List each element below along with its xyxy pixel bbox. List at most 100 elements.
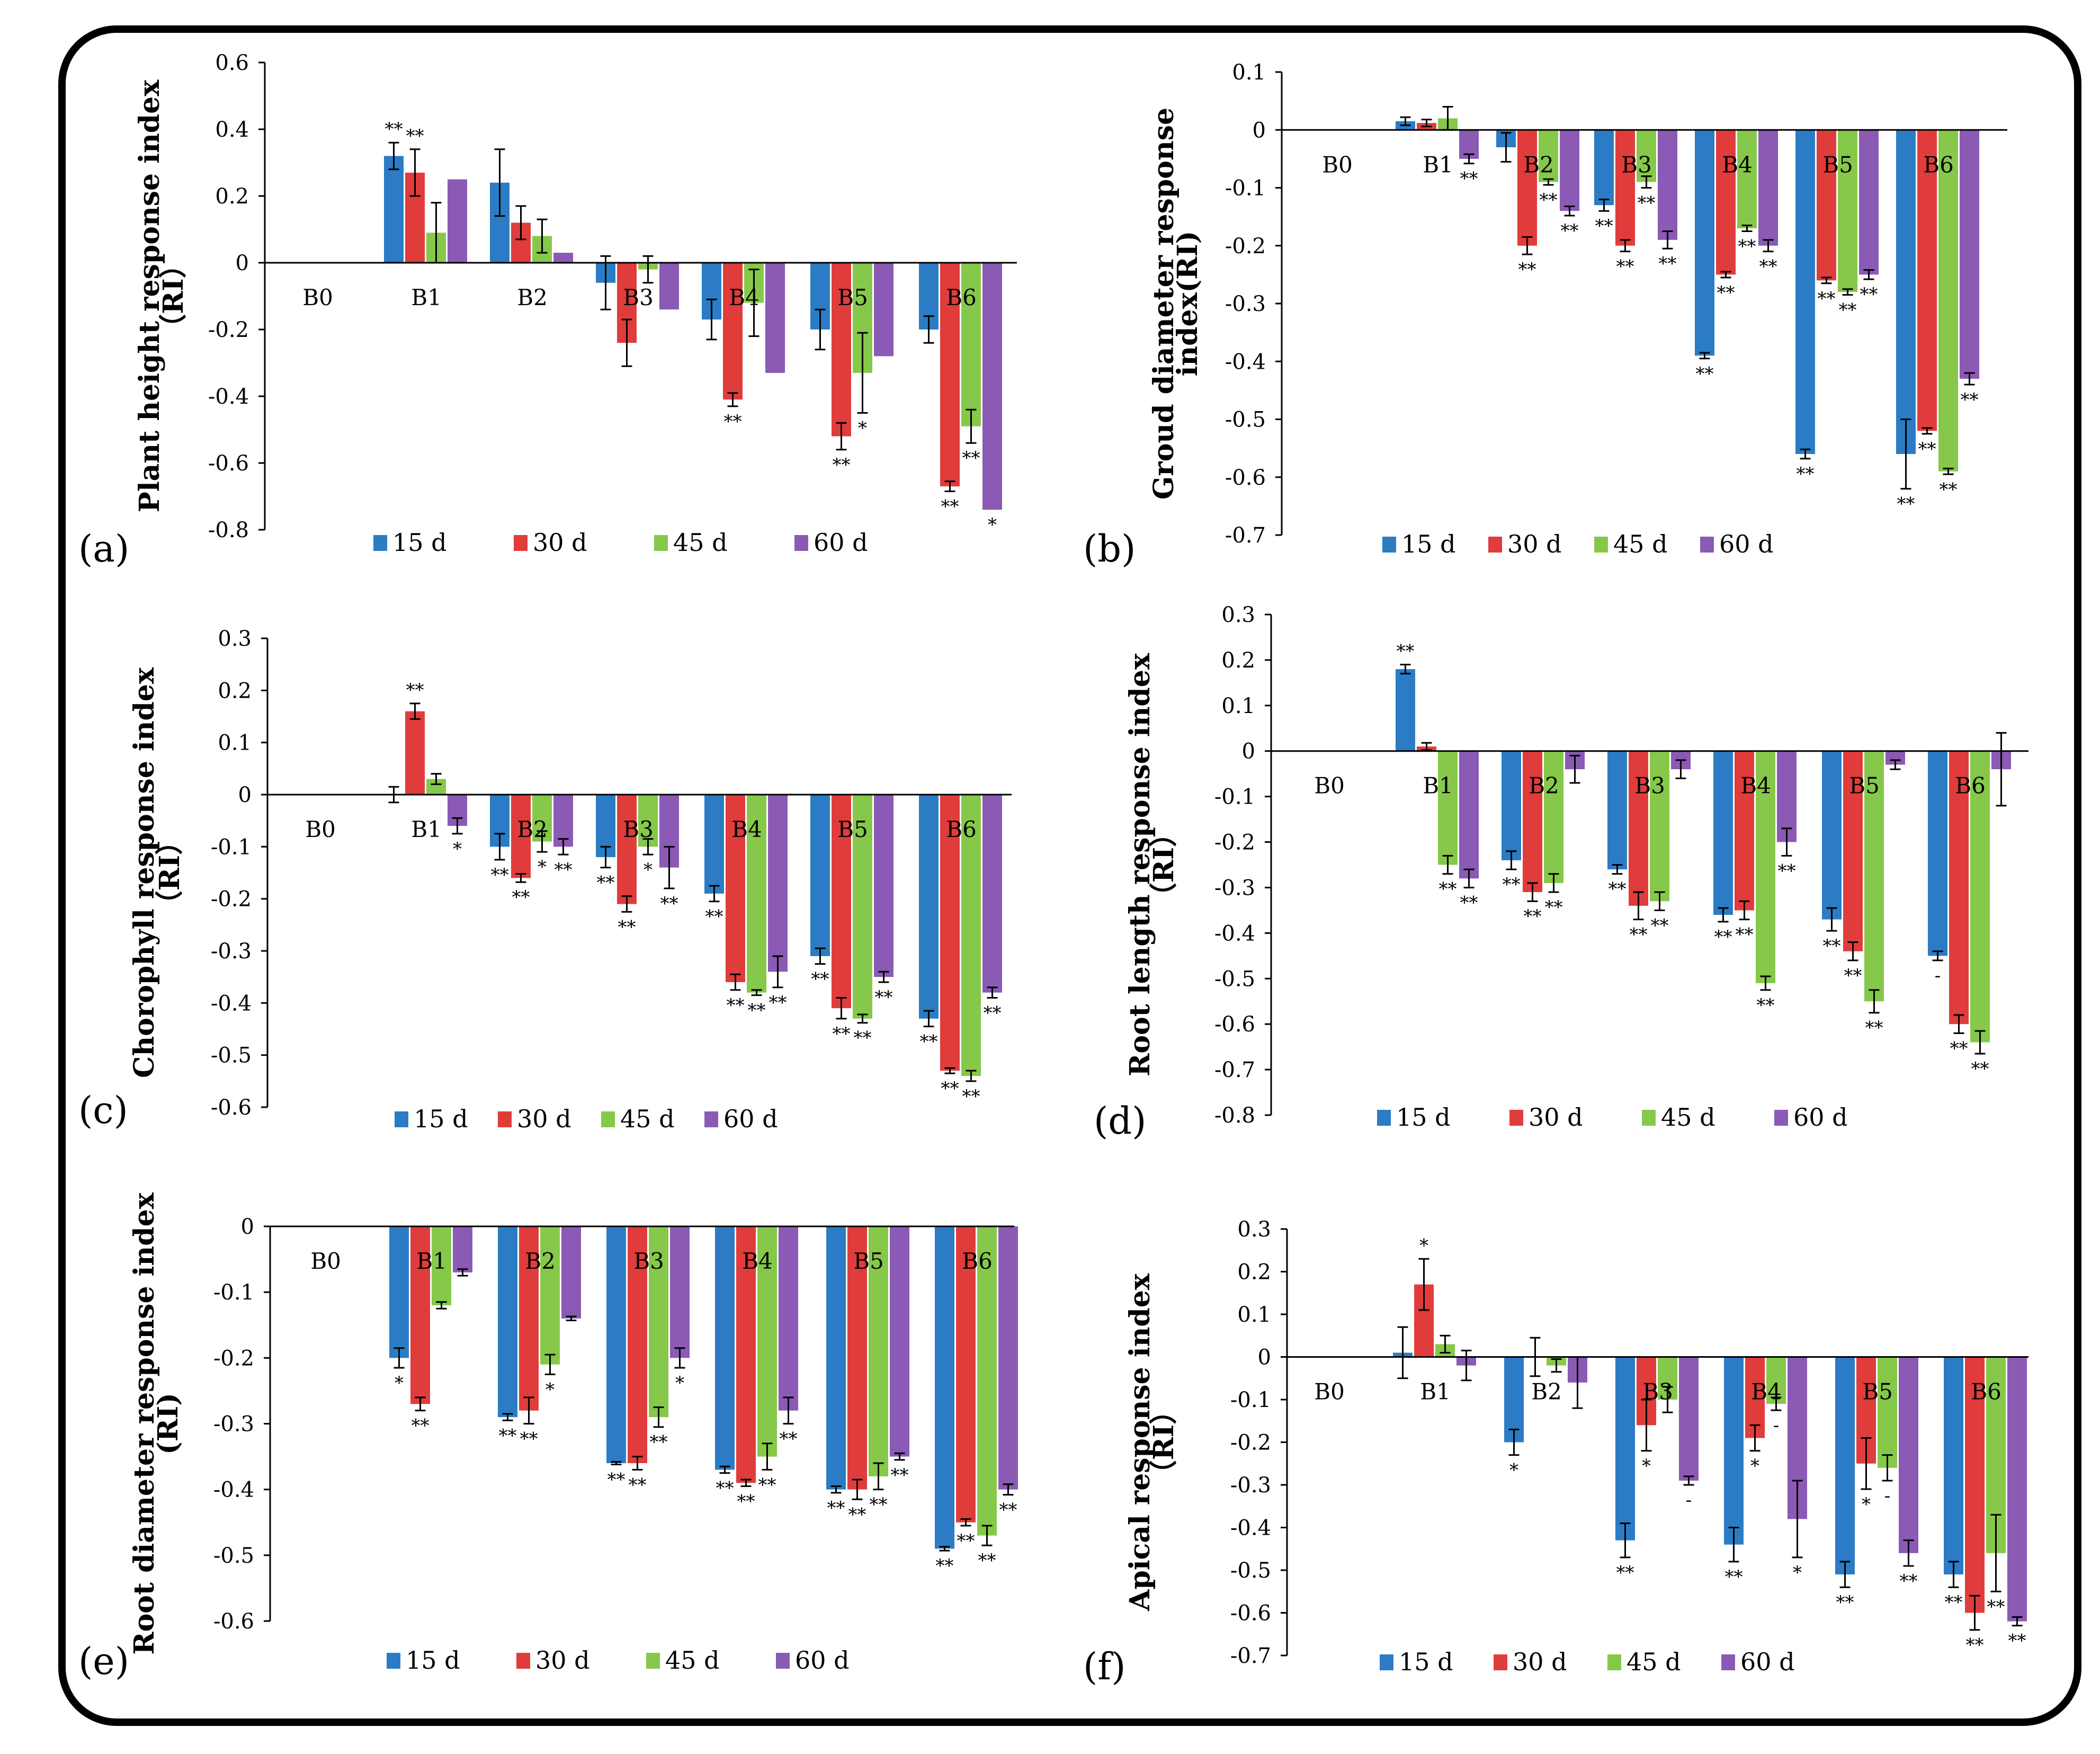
significance-mark: ** xyxy=(1945,1592,1963,1613)
significance-mark: ** xyxy=(607,1469,625,1490)
y-tick-label: -0.5 xyxy=(213,1544,254,1568)
bar-45d-B3 xyxy=(649,1226,668,1418)
group-label-B3: B3 xyxy=(1634,773,1665,799)
legend-swatch xyxy=(1377,1110,1391,1126)
figure-frame xyxy=(58,25,2081,1726)
bar-15d-B5 xyxy=(810,795,830,956)
group-label-B1: B1 xyxy=(411,284,442,310)
significance-mark: - xyxy=(1773,1415,1780,1436)
significance-mark: ** xyxy=(1839,300,1857,321)
y-tick-label: -0.6 xyxy=(213,1609,254,1634)
group-label-B5: B5 xyxy=(837,816,868,842)
significance-mark: * xyxy=(538,857,547,878)
y-tick-label: -0.2 xyxy=(1225,234,1266,259)
significance-mark: ** xyxy=(1738,236,1756,257)
bar-60d-B1 xyxy=(1459,751,1479,879)
legend-label: 15 d xyxy=(392,528,447,557)
y-tick-label: 0 xyxy=(1258,1346,1271,1370)
significance-mark: ** xyxy=(1844,965,1862,986)
bar-60d-B6 xyxy=(982,795,1002,993)
bar-60d-B5 xyxy=(874,263,893,357)
y-tick-label: -0.3 xyxy=(1230,1473,1271,1498)
legend-swatch xyxy=(1721,1654,1735,1670)
bar-45d-B3 xyxy=(1637,130,1656,182)
bar-60d-B3 xyxy=(670,1226,690,1358)
significance-mark: - xyxy=(1884,1485,1891,1507)
bar-15d-B2 xyxy=(1504,1357,1524,1443)
significance-mark: ** xyxy=(737,1491,755,1512)
y-tick-label: -0.4 xyxy=(1225,350,1266,374)
y-tick-label: -0.1 xyxy=(1225,176,1266,201)
y-tick-label: -0.5 xyxy=(1214,967,1255,991)
significance-mark: ** xyxy=(769,992,787,1013)
bar-30d-B6 xyxy=(940,795,960,1071)
significance-mark: ** xyxy=(1524,906,1542,927)
group-label-B6: B6 xyxy=(1923,152,1954,177)
legend-label: 15 d xyxy=(406,1646,460,1675)
legend-swatch xyxy=(704,1111,718,1127)
legend-label: 60 d xyxy=(814,528,868,557)
bar-15d-B3 xyxy=(606,1226,626,1463)
y-tick-label: -0.2 xyxy=(1214,831,1255,855)
bar-15d-B3 xyxy=(1615,1357,1635,1541)
y-tick-label: -0.7 xyxy=(1230,1644,1271,1668)
significance-mark: ** xyxy=(1545,897,1563,918)
y-tick-label: -0.1 xyxy=(211,835,252,859)
bar-60d-B3 xyxy=(1679,1357,1699,1481)
group-label-B5: B5 xyxy=(1849,773,1880,799)
group-label-B2: B2 xyxy=(1523,152,1554,177)
y-tick-label: 0 xyxy=(238,783,252,807)
bar-30d-B6 xyxy=(1917,130,1937,431)
chart-panel-d: 0.3 0.2 0.1 0 -0.1 -0.2 -0.3 -0.4 -0.5 -0.6 -0.7 -0… xyxy=(1094,603,2028,1143)
bar-45d-B5 xyxy=(1838,130,1857,292)
legend-swatch xyxy=(1509,1110,1523,1126)
bar-15d-B2 xyxy=(1502,751,1521,860)
bar-30d-B5 xyxy=(847,1226,867,1490)
y-tick-label: -0.1 xyxy=(1230,1388,1271,1412)
y-tick-label: -0.5 xyxy=(1230,1559,1271,1583)
bar-15d-B4 xyxy=(1695,130,1714,356)
group-label-B1: B1 xyxy=(1420,1379,1451,1405)
legend-label: 60 d xyxy=(1719,530,1774,558)
significance-mark: ** xyxy=(1778,860,1796,882)
group-label-B4: B4 xyxy=(731,816,762,842)
legend-label: 60 d xyxy=(1740,1648,1795,1676)
significance-mark: ** xyxy=(1561,220,1579,242)
bar-15d-B1 xyxy=(1396,669,1415,751)
significance-mark: ** xyxy=(555,859,573,880)
significance-mark: ** xyxy=(1818,288,1836,309)
legend-label: 45 d xyxy=(1627,1648,1681,1676)
significance-mark: ** xyxy=(1717,282,1735,304)
significance-mark: * xyxy=(1750,1456,1759,1477)
bar-60d-B2 xyxy=(1560,130,1579,211)
group-label-B0: B0 xyxy=(302,284,333,310)
y-tick-label: 0.2 xyxy=(218,679,252,703)
legend-swatch xyxy=(1594,537,1608,553)
significance-mark: ** xyxy=(1966,1635,1984,1656)
y-tick-label: 0.3 xyxy=(218,627,252,651)
significance-mark: ** xyxy=(1836,1592,1854,1613)
bar-60d-B4 xyxy=(779,1226,798,1411)
bar-30d-B2 xyxy=(511,795,531,878)
bar-15d-B5 xyxy=(826,1226,846,1490)
group-label-B0: B0 xyxy=(310,1248,341,1274)
chart-panel-e: 0-0.1-0.2-0.3-0.4-0.5-0.6***** **********… xyxy=(78,1192,1018,1683)
legend-label: 30 d xyxy=(533,528,587,557)
significance-mark: * xyxy=(858,418,867,439)
y-tick-label: -0.6 xyxy=(211,1096,252,1120)
y-tick-label: -0.2 xyxy=(213,1346,254,1370)
y-tick-label: -0.2 xyxy=(1230,1431,1271,1455)
significance-mark: ** xyxy=(1696,363,1714,385)
legend-swatch xyxy=(1488,537,1502,553)
y-tick-label: 0 xyxy=(241,1215,254,1239)
bar-30d-B6 xyxy=(940,263,960,487)
panel-label: (c) xyxy=(78,1089,128,1132)
bar-45d-B5 xyxy=(1878,1357,1897,1468)
legend-swatch xyxy=(1494,1654,1507,1670)
bar-45d-B4 xyxy=(1756,751,1775,983)
bar-45d-B3 xyxy=(1650,751,1669,902)
legend-label: 45 d xyxy=(665,1646,720,1675)
group-label-B5: B5 xyxy=(853,1248,884,1274)
significance-mark: ** xyxy=(1714,927,1732,948)
group-label-B1: B1 xyxy=(411,816,442,842)
